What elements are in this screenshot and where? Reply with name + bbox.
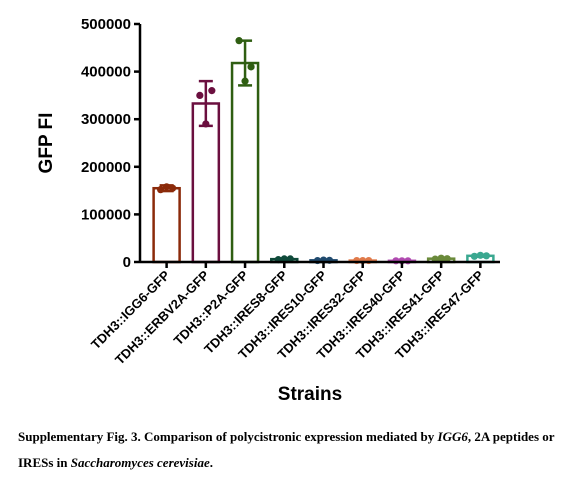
data-point	[163, 183, 171, 191]
data-point	[196, 91, 204, 99]
y-tick-label: 0	[123, 254, 131, 271]
data-point	[235, 37, 243, 45]
data-point	[437, 254, 445, 262]
x-axis-title: Strains	[278, 384, 342, 405]
data-point	[482, 252, 490, 260]
y-tick-label: 100000	[81, 206, 131, 223]
data-point	[202, 120, 210, 128]
bar-series	[152, 37, 495, 265]
y-tick-label: 400000	[81, 64, 131, 81]
data-point	[157, 186, 165, 194]
y-tick-label: 200000	[81, 159, 131, 176]
bar-chart: 0 100000 200000 300000 400000 500000 TDH3::IG…	[36, 16, 500, 405]
data-point	[476, 251, 484, 259]
caption-middle: , 2A peptides or IRESs in	[18, 429, 555, 470]
y-axis-title: GFP FI	[36, 113, 57, 174]
caption-gene: IGG6	[437, 429, 468, 444]
caption-species: Saccharomyces cerevisiae	[70, 455, 210, 470]
data-point	[470, 252, 478, 260]
data-point	[169, 184, 177, 192]
figure-caption: Supplementary Fig. 3. Comparison of poly…	[18, 424, 558, 476]
y-axis: 0 100000 200000 300000 400000 500000	[81, 16, 142, 271]
data-point	[286, 255, 294, 263]
x-axis: TDH3::IGG6-GFPTDH3::ERBV2A-GFPTDH3::P2A-…	[88, 260, 500, 368]
data-point	[280, 255, 288, 263]
data-point	[247, 63, 255, 71]
y-tick-label: 300000	[81, 111, 131, 128]
caption-suffix: .	[209, 455, 213, 470]
caption-prefix: Supplementary Fig. 3. Comparison of poly…	[18, 429, 438, 444]
bar	[152, 186, 181, 264]
y-tick-label: 500000	[81, 16, 131, 33]
data-point	[241, 77, 249, 85]
data-point	[443, 255, 451, 263]
bar	[230, 61, 260, 264]
data-point	[208, 87, 216, 95]
